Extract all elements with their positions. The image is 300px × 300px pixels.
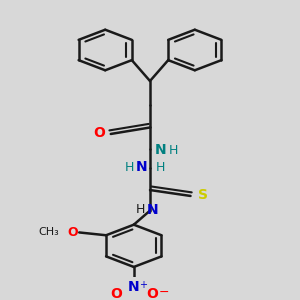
Text: H: H [136,203,145,216]
Text: H: H [169,143,178,157]
Text: N: N [136,160,147,175]
Text: N: N [147,203,159,217]
Text: +: + [139,280,147,290]
Text: O: O [67,226,77,239]
Text: CH₃: CH₃ [38,227,59,237]
Text: O: O [146,287,158,300]
Text: O: O [93,126,105,140]
Text: H: H [156,161,165,174]
Text: N: N [128,280,140,295]
Text: −: − [158,286,169,299]
Text: H: H [125,161,134,174]
Text: S: S [198,188,208,203]
Text: N: N [155,143,167,157]
Text: O: O [110,287,122,300]
